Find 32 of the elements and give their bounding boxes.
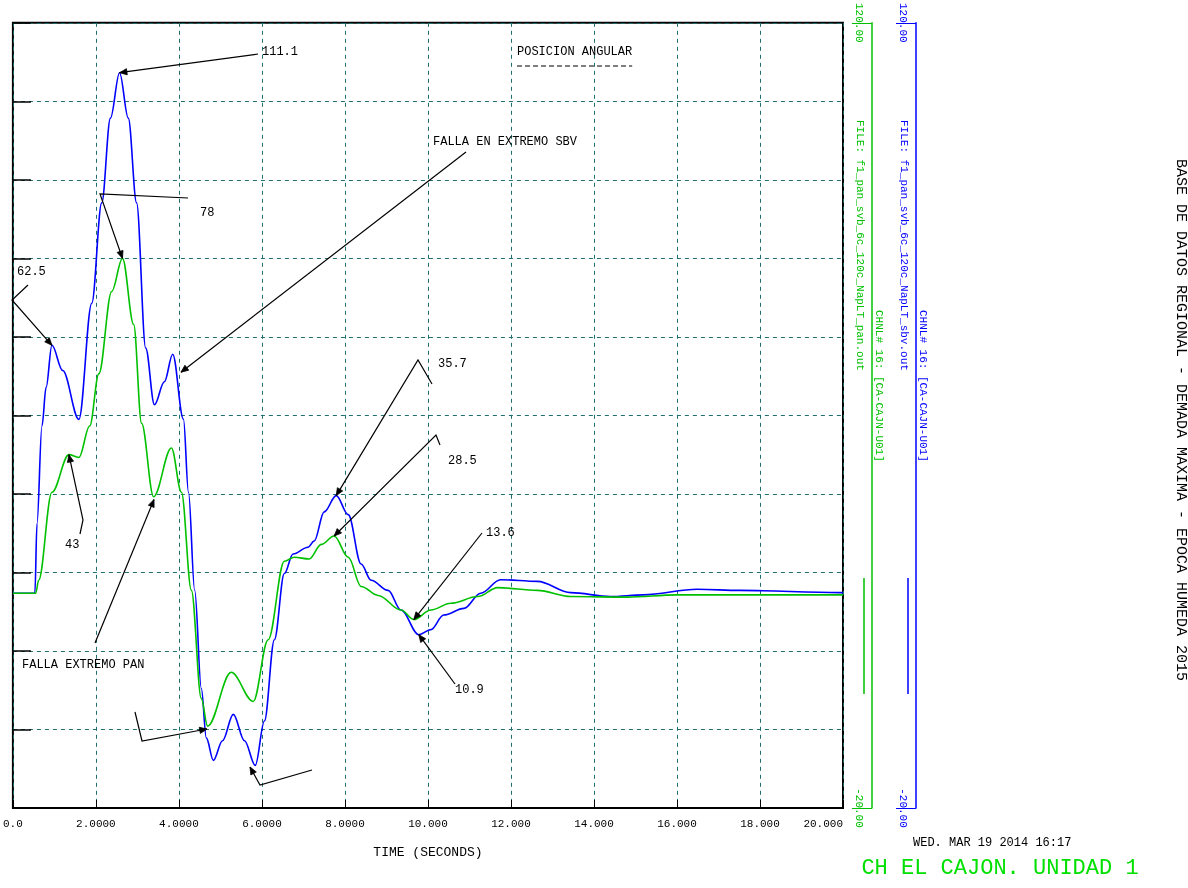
text: CHNL# 16: [CA-CAJN-U01]: [917, 310, 929, 462]
x-tick-label: 12.000: [491, 817, 531, 830]
annotation: 62.5: [17, 265, 46, 279]
annotation: POSICION ANGULAR: [517, 45, 633, 59]
annotation: 28.5: [448, 454, 477, 468]
x-tick-label: 8.0000: [325, 817, 365, 830]
annotation: 13.6: [486, 526, 515, 540]
text: BASE DE DATOS REGIONAL - DEMADA MAXIMA - EPOCA HUMEDA 2015: [1171, 158, 1188, 682]
annotation: 111.1: [262, 45, 299, 59]
x-tick-label: 20.000: [803, 817, 843, 830]
annotation: FALLA EN EXTREMO SBV: [433, 135, 578, 149]
x-tick-label: 18.000: [740, 817, 780, 830]
text: FILE: f1_pan_svb_6c_120c_NapLT_pan.out: [854, 120, 866, 371]
text: CH EL CAJON. UNIDAD 1: [861, 855, 1139, 881]
annotation: 10.9: [455, 683, 484, 697]
x-tick-label: 2.0000: [76, 817, 116, 830]
text: CHNL# 16: [CA-CAJN-U01]: [873, 310, 885, 462]
annotation: 43: [65, 538, 80, 552]
text: FILE: f1_pan_svb_6c_120c_NapLT_sbv.out: [898, 120, 910, 371]
x-tick-label: 16.000: [657, 817, 697, 830]
y2-tick-label: 120.00: [852, 3, 865, 43]
annotation: 78: [200, 206, 215, 220]
x-axis-title: TIME (SECONDS): [373, 845, 483, 860]
x-tick-label: 4.0000: [159, 817, 199, 830]
annotation: 35.7: [438, 357, 467, 371]
y2-tick-label: -20.00: [852, 788, 865, 828]
x-tick-label: 14.000: [574, 817, 614, 830]
x-tick-label: 6.0000: [242, 817, 282, 830]
x-tick-label: 0.0: [3, 817, 23, 830]
text: WED. MAR 19 2014 16:17: [913, 836, 1072, 850]
annotation: FALLA EXTREMO PAN: [22, 658, 145, 672]
x-tick-label: 10.000: [408, 817, 448, 830]
